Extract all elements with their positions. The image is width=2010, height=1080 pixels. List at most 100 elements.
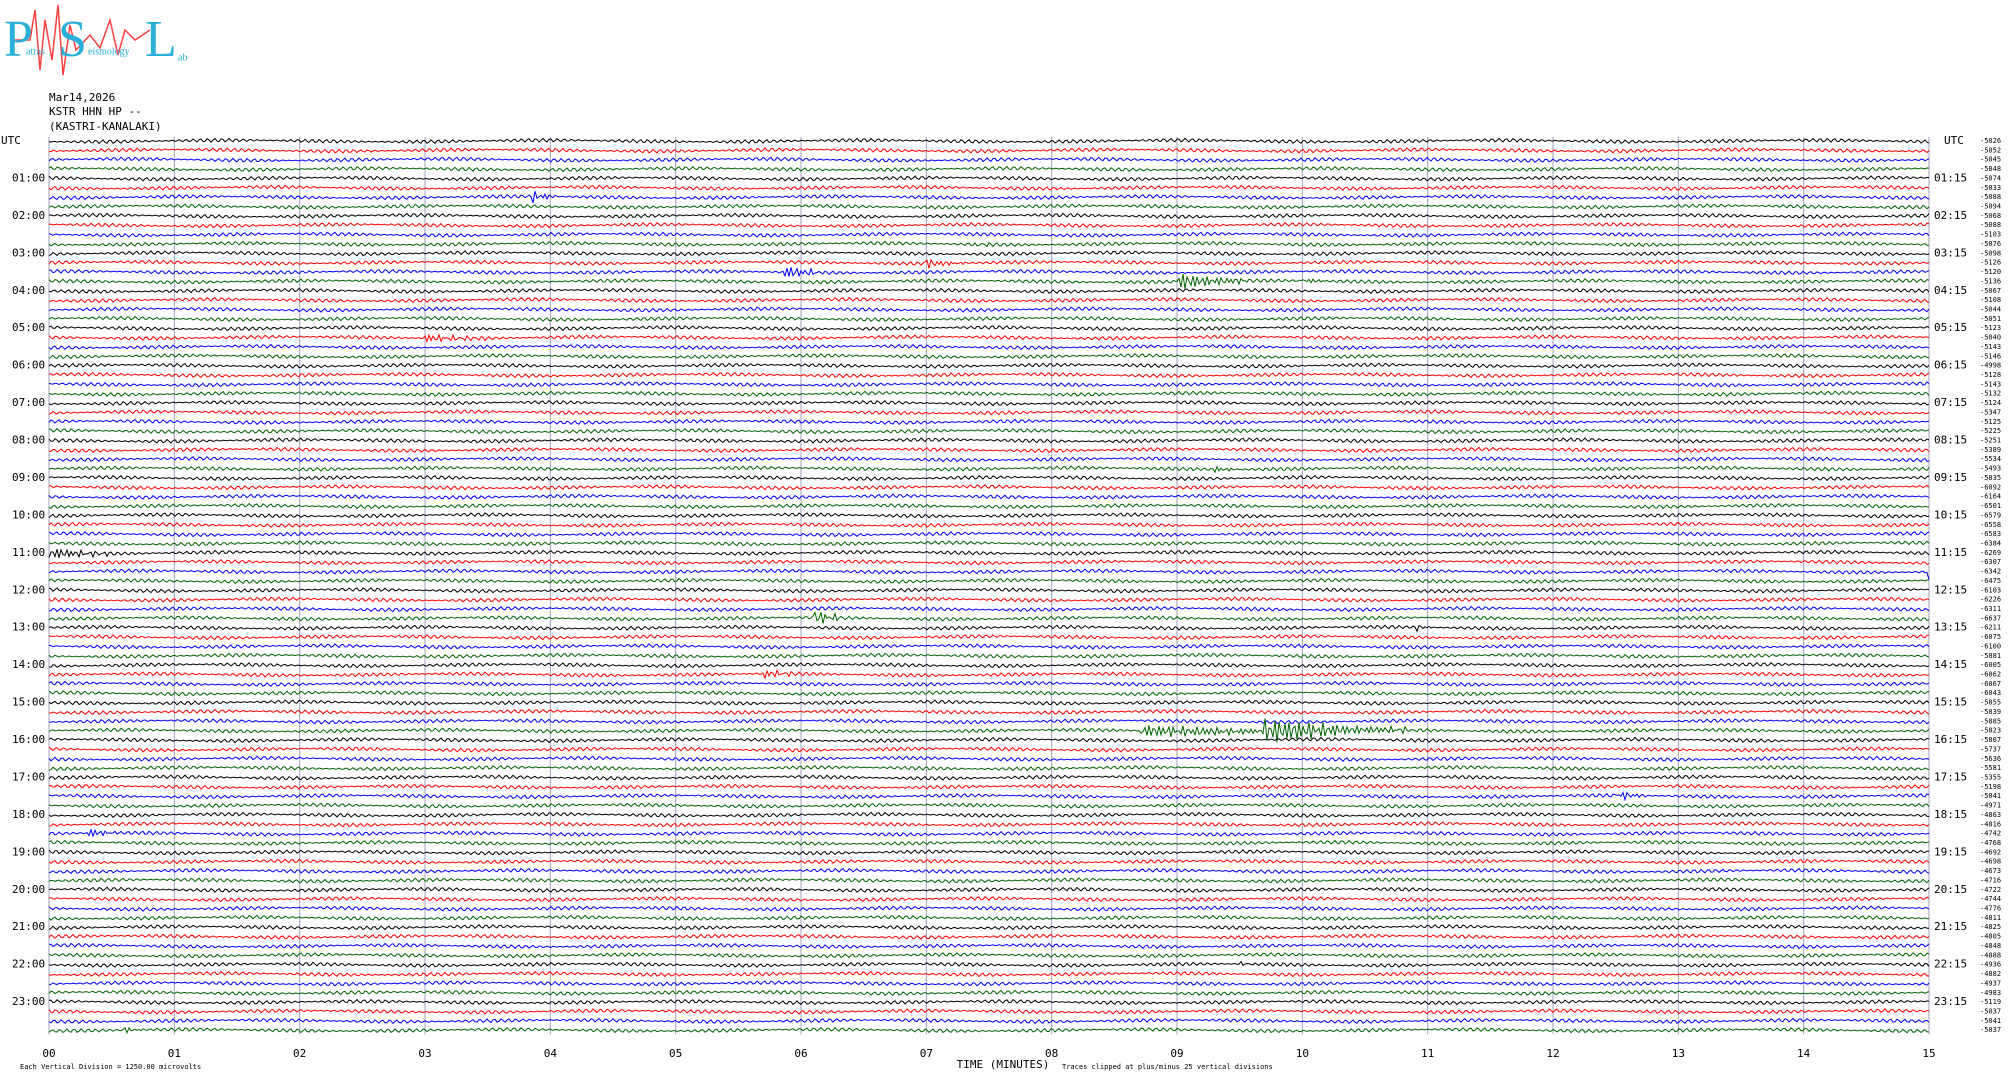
trace-offset: -5068 <box>1980 212 2001 220</box>
trace-offset: -5125 <box>1980 418 2001 426</box>
trace-offset: -5126 <box>1980 259 2001 267</box>
trace-offset: -4805 <box>1980 933 2001 941</box>
trace-offset: -4825 <box>1980 923 2001 931</box>
trace-offset: -4848 <box>1980 942 2001 950</box>
trace-offset: -5132 <box>1980 390 2001 398</box>
trace-offset: -4863 <box>1980 811 2001 819</box>
hour-label: 17:15 <box>1934 770 1967 783</box>
hour-label: 07:00 <box>12 396 45 409</box>
trace-offset: -4716 <box>1980 876 2001 884</box>
logo: P atras S eismology L ab <box>4 4 187 76</box>
hour-label: 22:15 <box>1934 958 1967 971</box>
trace-offset: -6211 <box>1980 624 2001 632</box>
x-tick-label: 10 <box>1296 1047 1309 1060</box>
trace-offset: -5124 <box>1980 399 2001 407</box>
hour-label: 21:00 <box>12 920 45 933</box>
trace-offset: -6062 <box>1980 671 2001 679</box>
trace-offset: -5103 <box>1980 231 2001 239</box>
trace-offset: -6164 <box>1980 493 2001 501</box>
trace-offset: -5033 <box>1980 184 2001 192</box>
trace <box>48 147 1930 154</box>
trace-offset: -6558 <box>1980 521 2001 529</box>
trace-offset: -6067 <box>1980 680 2001 688</box>
x-axis-title: TIME (MINUTES) <box>957 1058 1050 1071</box>
trace-offset: -4673 <box>1980 867 2001 875</box>
x-tick-label: 03 <box>418 1047 431 1060</box>
trace <box>48 390 1930 397</box>
trace-offset: -6384 <box>1980 539 2001 547</box>
trace <box>48 427 1930 435</box>
trace-offset: -5146 <box>1980 352 2001 360</box>
trace <box>48 409 1930 416</box>
trace <box>48 877 1930 884</box>
footer-note: Traces clipped at plus/minus 25 vertical… <box>1062 1063 1273 1071</box>
trace <box>48 156 1930 164</box>
trace <box>48 530 1930 538</box>
trace <box>48 774 1930 781</box>
trace <box>48 274 1930 290</box>
trace-offset: -5807 <box>1980 736 2001 744</box>
trace-offset: -5067 <box>1980 287 2001 295</box>
trace-offset: -5823 <box>1980 727 2001 735</box>
trace-offset: -4998 <box>1980 362 2001 370</box>
trace <box>48 343 1930 351</box>
trace-offset: -5051 <box>1980 315 2001 323</box>
hour-label: 18:15 <box>1934 808 1967 821</box>
station: KSTR HHN HP -- <box>49 105 142 118</box>
location: (KASTRI-KANALAKI) <box>49 120 162 133</box>
x-tick-label: 11 <box>1421 1047 1434 1060</box>
trace <box>48 437 1930 444</box>
footer-note: Each Vertical Division = 1250.00 microvo… <box>20 1063 201 1071</box>
x-tick-label: 08 <box>1045 1047 1058 1060</box>
trace-offset: -5198 <box>1980 783 2001 791</box>
trace-offset: -6269 <box>1980 549 2001 557</box>
x-tick-label: 04 <box>544 1047 558 1060</box>
trace-offset: -6100 <box>1980 642 2001 650</box>
x-tick-label: 13 <box>1672 1047 1685 1060</box>
x-tick-label: 02 <box>293 1047 306 1060</box>
hour-label: 09:15 <box>1934 471 1967 484</box>
x-tick-label: 00 <box>42 1047 55 1060</box>
trace <box>49 605 1930 613</box>
trace-offset: -4882 <box>1980 970 2001 978</box>
trace-offset: -5225 <box>1980 427 2001 435</box>
hour-label: 22:00 <box>12 958 45 971</box>
trace <box>48 624 1930 633</box>
trace <box>48 333 1930 344</box>
hour-label: 13:00 <box>12 621 45 634</box>
trace-offset: -6475 <box>1980 577 2001 585</box>
trace <box>48 250 1930 257</box>
trace-offset: -4888 <box>1980 951 2001 959</box>
trace <box>48 1017 1930 1025</box>
trace <box>48 577 1929 585</box>
trace <box>48 1008 1930 1015</box>
hour-label: 21:15 <box>1934 920 1967 933</box>
trace-offset: -5044 <box>1980 305 2001 313</box>
trace-offset: -6501 <box>1980 502 2001 510</box>
trace-offset: -4776 <box>1980 905 2001 913</box>
trace-offset: -6583 <box>1980 530 2001 538</box>
trace <box>48 362 1930 369</box>
trace-offset: -5123 <box>1980 324 2001 332</box>
trace-offset: -6226 <box>1980 596 2001 604</box>
trace-offset: -5839 <box>1980 708 2001 716</box>
trace <box>48 399 1930 407</box>
trace <box>48 839 1930 847</box>
trace-offset: -5636 <box>1980 755 2001 763</box>
trace-offset: -6307 <box>1980 558 2001 566</box>
trace-offset: -5534 <box>1980 455 2001 463</box>
x-tick-label: 05 <box>669 1047 682 1060</box>
trace <box>48 970 1930 978</box>
trace-offset: -5037 <box>1980 1026 2001 1034</box>
utc-label: UTC <box>1 134 21 147</box>
hour-label: 15:00 <box>12 696 45 709</box>
hour-label: 18:00 <box>12 808 45 821</box>
hour-label: 19:00 <box>12 845 45 858</box>
trace-offset: -5737 <box>1980 745 2001 753</box>
trace-offset: -4692 <box>1980 848 2001 856</box>
trace-offset: -5037 <box>1980 1007 2001 1015</box>
trace <box>48 258 1930 269</box>
trace-offset: -6342 <box>1980 568 2001 576</box>
trace <box>48 540 1930 547</box>
trace <box>48 240 1929 248</box>
